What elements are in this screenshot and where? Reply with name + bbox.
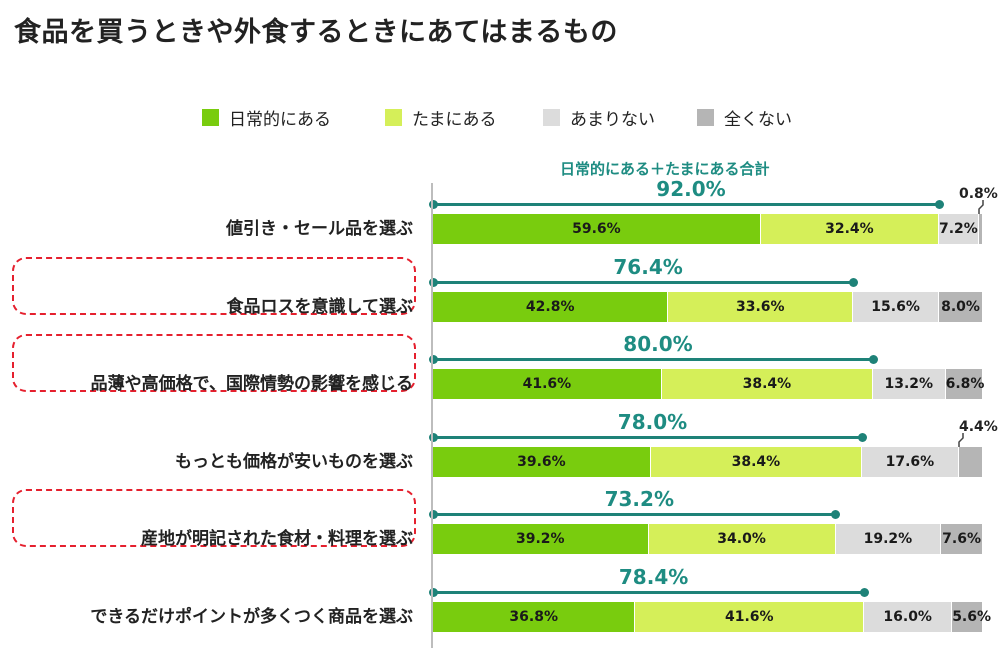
legend-item: 日常的にある [202,106,331,130]
total-line-end-dot [428,510,438,519]
bar-segment: 59.6% [433,214,761,244]
bar-segment: 38.4% [661,369,873,399]
total-line [433,281,854,284]
total-line [433,513,836,516]
legend-label: 全くない [724,109,792,130]
legend-swatch [543,108,560,126]
bar-segment: 32.4% [760,214,939,244]
sum-caption: 日常的にある＋たまにある合計 [560,160,770,178]
leader-line [977,200,984,214]
bar-segment: 8.0% [939,292,983,322]
data-label: 4.4% [959,419,998,435]
bar-segment: 36.8% [433,602,636,632]
legend-swatch [697,108,714,126]
highlight-box [12,334,416,392]
total-line-end-dot [428,355,438,364]
highlight-box [12,489,416,547]
bar-segment: 5.6% [952,602,991,632]
bar-segment: 17.6% [862,447,959,477]
total-line-end-dot [428,433,438,442]
total-line-end-dot [428,588,438,597]
bar-segment: 6.8% [945,369,984,399]
total-line [433,436,862,439]
total-line-end-dot [934,200,944,209]
total-label: 76.4% [613,255,683,279]
total-label: 78.0% [617,410,688,434]
bar-segment: 42.8% [433,292,669,322]
legend-label: あまりない [570,109,655,130]
y-axis-line [431,183,433,648]
category-label: 品薄や高価格で、国際情勢の影響を感じる [90,374,413,394]
total-line [433,358,873,361]
legend-label: 日常的にある [229,109,331,130]
legend-item: 全くない [697,106,792,130]
total-line-end-dot [428,278,438,287]
legend-swatch [202,108,219,126]
bar-segment: 33.6% [668,292,854,322]
bar-segment: 7.6% [941,524,983,554]
bar-segment: 7.2% [939,214,979,244]
total-line-end-dot [868,355,878,364]
category-label: 値引き・セール品を選ぶ [226,219,413,239]
total-label: 92.0% [656,177,726,201]
bar-segment: 19.2% [835,524,942,554]
total-line-end-dot [857,433,867,442]
total-line-end-dot [831,510,841,519]
bar-segment: 41.6% [433,369,662,399]
bar-segment: 13.2% [873,369,946,399]
bar-segment: 34.0% [648,524,836,554]
total-line [433,203,939,206]
bar-segment: 16.0% [864,602,953,632]
total-label: 80.0% [623,332,693,356]
bar-segment [978,214,983,244]
bar-segment: 41.6% [635,602,865,632]
leader-line [958,433,964,447]
total-label: 73.2% [604,487,674,511]
legend-item: あまりない [543,106,655,130]
total-line-end-dot [859,588,869,597]
category-label: もっとも価格が安いものを選ぶ [175,452,413,472]
legend: 日常的にある たまにある あまりない 全くない [0,106,1000,130]
data-label: 0.8% [959,186,998,202]
total-line-end-dot [428,200,438,209]
bar-segment: 38.4% [650,447,862,477]
legend-item: たまにある [385,106,497,130]
category-label: できるだけポイントが多くつく商品を選ぶ [90,607,413,627]
legend-swatch [385,108,402,126]
total-label: 78.4% [618,565,689,589]
highlight-box [12,257,416,315]
bar-segment: 39.6% [433,447,651,477]
category-label: 産地が明記された食材・料理を選ぶ [141,529,413,549]
bar-segment: 39.2% [433,524,649,554]
category-label: 食品ロスを意識して選ぶ [226,297,414,317]
total-line [433,591,865,594]
legend-label: たまにある [412,109,497,130]
total-line-end-dot [848,278,858,287]
bar-segment [958,447,983,477]
bar-segment: 15.6% [853,292,939,322]
chart-title: 食品を買うときや外食するときにあてはまるもの [14,17,618,48]
